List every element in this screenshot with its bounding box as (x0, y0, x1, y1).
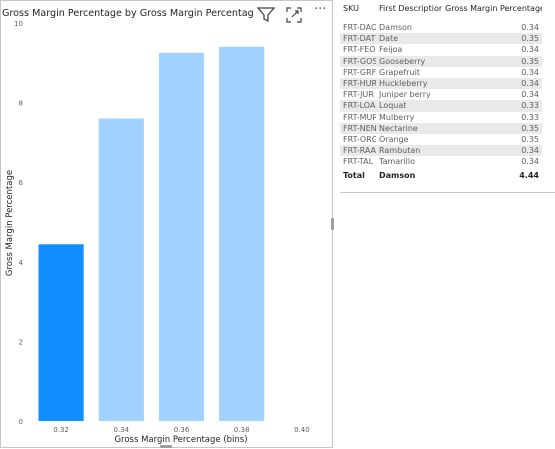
x-axis-label: Gross Margin Percentage (bins) (114, 435, 247, 445)
sku-cell: FRT-DAO (343, 23, 376, 33)
focus-mode-icon[interactable] (286, 7, 302, 23)
bar-1[interactable] (98, 118, 144, 422)
table-header-row: SKU First Description Gross Margin Perce… (340, 4, 542, 22)
y-tick-label: 4 (19, 259, 24, 267)
table-row[interactable]: FRT-FEO Feijoa 0.34 (340, 44, 542, 55)
table-total-row: Total Damson 4.44 (340, 167, 542, 182)
table-row[interactable]: FRT-JUR Juniper berry 0.34 (340, 89, 542, 100)
y-tick-label: 8 (19, 100, 23, 108)
gross-margin-cell: 0.33 (442, 100, 542, 112)
sku-cell: FRT-HUR (340, 77, 376, 90)
table-divider (340, 192, 555, 193)
description-cell: Feijoa (379, 45, 403, 55)
description-cell: Juniper berry (379, 90, 431, 100)
gross-margin-cell: 0.35 (442, 33, 542, 45)
bar-0[interactable] (38, 244, 84, 421)
sku-cell: FRT-GOS (340, 55, 376, 67)
table-row[interactable]: FRT-LOA Loquat 0.33 (340, 100, 542, 112)
description-cell: Damson (379, 23, 412, 33)
gross-margin-cell: 0.34 (521, 45, 539, 55)
chart-plot: 0 2 4 6 8 10 0.32 0.34 0.36 0.38 0.40 Gross Margi… (5, 20, 310, 445)
table-row[interactable]: FRT-ORG Orange 0.35 (340, 134, 542, 145)
gross-margin-cell: 0.35 (442, 122, 542, 134)
description-cell: Huckleberry (376, 77, 442, 90)
column-header-sku[interactable]: SKU (343, 4, 359, 13)
description-cell: Gooseberry (376, 55, 442, 67)
sku-cell: FRT-GRF (343, 67, 376, 77)
x-tick-label: 0.36 (174, 426, 190, 434)
y-tick-label: 6 (19, 179, 24, 187)
gross-margin-cell: 0.34 (521, 23, 539, 33)
sku-cell: FRT-RAA (340, 145, 376, 157)
bar-3[interactable] (219, 46, 265, 421)
table-row[interactable]: FRT-MUR Mulberry 0.33 (340, 112, 542, 123)
y-tick-label: 2 (19, 338, 23, 346)
more-options-icon[interactable]: ··· (314, 2, 327, 17)
table-row[interactable]: FRT-HUR Huckleberry 0.34 (340, 77, 542, 90)
gross-margin-cell: 0.33 (521, 112, 539, 122)
x-tick-label: 0.40 (294, 426, 310, 434)
gross-margin-cell: 0.34 (521, 90, 539, 100)
y-tick-label: 10 (14, 20, 23, 28)
description-cell: Loquat (376, 100, 442, 112)
gross-margin-cell: 0.35 (442, 55, 542, 67)
table-row[interactable]: FRT-TAL Tamarillo 0.34 (340, 156, 542, 167)
description-cell: Tamarillo (379, 157, 416, 167)
description-cell: Rambutan (376, 145, 442, 157)
resize-handle-right[interactable] (331, 218, 334, 230)
table-row[interactable]: FRT-RAA Rambutan 0.34 (340, 145, 542, 157)
bar-chart-visual[interactable]: Gross Margin Percentage by Gross Margin … (0, 0, 333, 448)
table-row[interactable]: FRT-DAO Damson 0.34 (340, 22, 542, 33)
sku-cell: FRT-MUR (343, 112, 376, 122)
filter-icon[interactable] (257, 7, 275, 23)
gross-margin-cell: 0.35 (521, 134, 539, 144)
description-cell: Date (376, 33, 442, 45)
table-row[interactable]: FRT-NEN Nectarine 0.35 (340, 122, 542, 134)
x-tick-label: 0.34 (114, 426, 130, 434)
sku-cell: FRT-JUR (343, 90, 374, 100)
chart-title: Gross Margin Percentage by Gross Margin … (2, 8, 254, 19)
description-cell: Orange (379, 134, 409, 144)
gross-margin-cell: 0.34 (521, 157, 539, 167)
sku-cell: FRT-LOA (340, 100, 376, 112)
x-tick-label: 0.32 (53, 426, 69, 434)
total-label: Total (343, 171, 365, 181)
table-row[interactable]: FRT-GRF Grapefruit 0.34 (340, 67, 542, 78)
total-value: 4.44 (519, 171, 539, 181)
sku-cell: FRT-NEN (340, 122, 376, 134)
sku-cell: FRT-ORG (343, 134, 376, 144)
bar-2[interactable] (158, 52, 205, 421)
resize-handle-bottom[interactable] (160, 445, 172, 448)
gross-margin-cell: 0.34 (442, 77, 542, 90)
sku-cell: FRT-TAL (343, 157, 374, 167)
table-row[interactable]: FRT-GOS Gooseberry 0.35 (340, 55, 542, 67)
gross-margin-cell: 0.34 (521, 67, 539, 77)
description-cell: Grapefruit (379, 67, 420, 77)
y-axis-label: Gross Margin Percentage (5, 170, 15, 276)
description-cell: Mulberry (379, 112, 415, 122)
table-row[interactable]: FRT-DAT Date 0.35 (340, 33, 542, 45)
sku-cell: FRT-DAT (340, 33, 376, 45)
data-table: SKU First Description Gross Margin Perce… (340, 4, 542, 182)
sku-cell: FRT-FEO (343, 45, 376, 55)
description-cell: Nectarine (376, 122, 442, 134)
y-tick-label: 0 (19, 418, 23, 426)
table-visual[interactable]: SKU First Description Gross Margin Perce… (340, 4, 542, 182)
column-header-first-description[interactable]: First Description (379, 4, 442, 13)
total-description: Damson (379, 171, 416, 181)
column-header-gross-margin-percentage[interactable]: Gross Margin Percentage (445, 4, 542, 13)
gross-margin-cell: 0.34 (442, 145, 542, 157)
x-tick-label: 0.38 (234, 426, 250, 434)
